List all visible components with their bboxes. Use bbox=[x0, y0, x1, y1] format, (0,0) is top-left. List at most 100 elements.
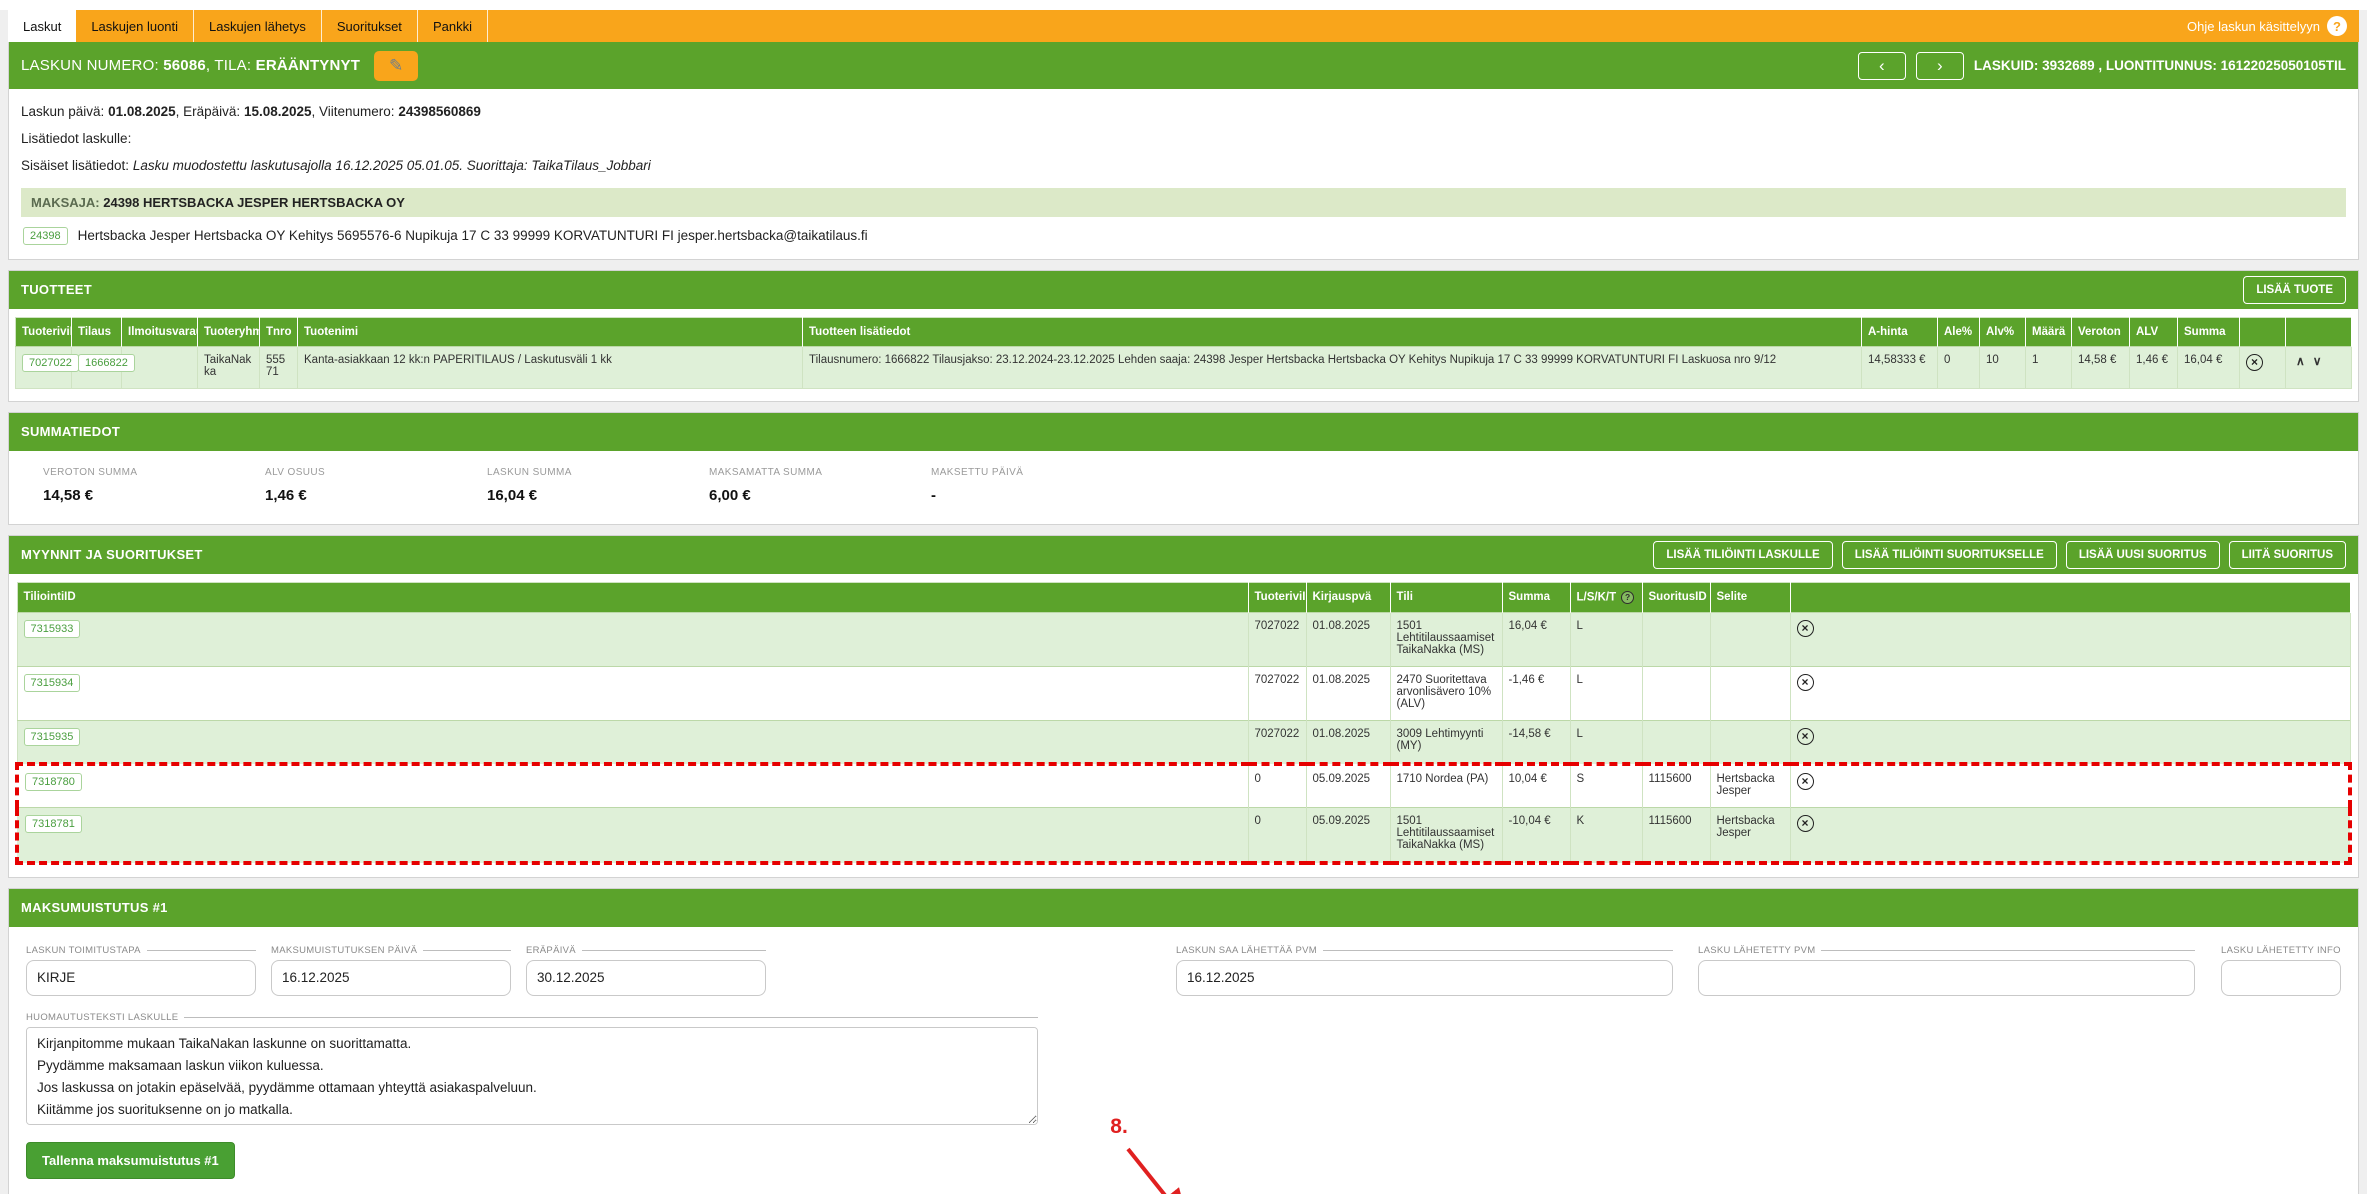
product-row: 7027022 1666822 TaikaNakka 55571 Kanta-asiak… bbox=[15, 345, 2352, 389]
save-reminder-button[interactable]: Tallenna maksumuistutus #1 bbox=[26, 1141, 235, 1179]
summary-item-laskun-summa: LASKUN SUMMA 16,04 € bbox=[487, 467, 709, 504]
product-name-cell: Kanta-asiakkaan 12 kk:n PAPERITILAUS / L… bbox=[297, 345, 803, 389]
invoice-number: 56086 bbox=[163, 57, 206, 74]
product-row-id-cell: 0 bbox=[1248, 761, 1307, 808]
edit-invoice-button[interactable]: ✎ bbox=[374, 50, 419, 81]
reminder-text-input[interactable]: Kirjanpitomme mukaan TaikaNakan laskunne… bbox=[26, 1026, 1038, 1125]
payer-row: 24398 Hertsbacka Jesper Hertsbacka OY Ke… bbox=[21, 217, 2346, 247]
laskun-toimitustapa-input[interactable] bbox=[26, 959, 256, 996]
sales-row: 7315935 7027022 01.08.2025 3009 Lehtimyynti… bbox=[17, 719, 2351, 764]
help-link-label: Ohje laskun käsittelyyn bbox=[2187, 18, 2320, 34]
payer-info: Hertsbacka Jesper Hertsbacka OY Kehitys … bbox=[77, 228, 868, 244]
unit-price-cell: 14,58333 € bbox=[1861, 345, 1938, 389]
sales-col-tili: Tili bbox=[1390, 582, 1503, 613]
previous-invoice-button[interactable]: ‹ bbox=[1857, 51, 1906, 80]
delete-sales-row-cell: × bbox=[1790, 665, 2351, 721]
summary-title: SUMMATIEDOT bbox=[21, 424, 121, 440]
lasku-l-hetetty-pvm-input[interactable] bbox=[1698, 959, 2195, 996]
maksumuistutuksen-p-iv-input[interactable] bbox=[271, 959, 511, 996]
order-id-badge[interactable]: 1666822 bbox=[78, 353, 135, 372]
payer-id-badge[interactable]: 24398 bbox=[23, 226, 68, 245]
payer-label: MAKSAJA: bbox=[31, 194, 104, 210]
field-er-p-iv: ERÄPÄIVÄ bbox=[526, 945, 766, 996]
product-row-id-badge[interactable]: 7027022 bbox=[22, 353, 79, 372]
accounting-id-badge[interactable]: 7315934 bbox=[23, 673, 81, 692]
delete-sales-row-cell: × bbox=[1790, 611, 2351, 667]
product-group-cell: TaikaNakka bbox=[197, 345, 260, 389]
entry-date-cell: 05.09.2025 bbox=[1306, 761, 1391, 808]
field-label-row: LASKU LÄHETETTY INFO bbox=[2221, 945, 2341, 956]
move-down-icon[interactable]: ∨ bbox=[2312, 353, 2322, 368]
products-table: TuoteriviIDTilausIlmoitusvarausTuoteryhm… bbox=[15, 316, 2352, 389]
account-cell: 3009 Lehtimyynti (MY) bbox=[1390, 719, 1503, 764]
field-label-row: LASKUN TOIMITUSTAPA bbox=[26, 945, 256, 956]
delete-row-icon[interactable]: × bbox=[1796, 814, 1814, 832]
payment-id-cell: 1115600 bbox=[1642, 761, 1711, 808]
lasku-l-hetetty-info-input[interactable] bbox=[2221, 959, 2341, 996]
lis-uusi-suoritus-button[interactable]: LISÄÄ UUSI SUORITUS bbox=[2065, 540, 2220, 569]
summary-item-label: MAKSETTU PÄIVÄ bbox=[931, 466, 1024, 478]
sales-row: 7315934 7027022 01.08.2025 2470 Suoritettav… bbox=[17, 665, 2351, 721]
sales-col-selite: Selite bbox=[1710, 582, 1791, 613]
field-laskun-toimitustapa: LASKUN TOIMITUSTAPA bbox=[26, 945, 256, 996]
help-link[interactable]: Ohje laskun käsittelyyn ? bbox=[2187, 10, 2359, 42]
product-extra-info-cell: Tilausnumero: 1666822 Tilausjakso: 23.12… bbox=[802, 345, 1862, 389]
sales-body: 7315933 7027022 01.08.2025 1501 Lehtitilaus… bbox=[15, 611, 2352, 865]
payment-id-cell bbox=[1642, 719, 1711, 764]
tab-pankki[interactable]: Pankki bbox=[418, 10, 488, 42]
lis-tili-inti-laskulle-button[interactable]: LISÄÄ TILIÖINTI LASKULLE bbox=[1653, 540, 1833, 569]
products-col-ilmoitusvaraus: Ilmoitusvaraus bbox=[121, 317, 198, 347]
amount-cell: -1,46 € bbox=[1502, 665, 1571, 721]
invoice-meta: LASKUID: 3932689 , LUONTITUNNUS: 1612202… bbox=[1973, 58, 2346, 73]
product-row-id-cell: 0 bbox=[1248, 806, 1307, 865]
summary-item-label: MAKSAMATTA SUMMA bbox=[709, 466, 823, 478]
products-title: TUOTTEET bbox=[21, 282, 93, 298]
accounting-id-badge[interactable]: 7318780 bbox=[25, 772, 82, 791]
reorder-cell: ∧ ∨ bbox=[2285, 345, 2352, 389]
sum-cell: 16,04 € bbox=[2177, 345, 2240, 389]
summary-item-value: 14,58 € bbox=[43, 486, 94, 504]
accounting-id-badge[interactable]: 7318781 bbox=[25, 814, 82, 833]
move-up-icon[interactable]: ∧ bbox=[2296, 353, 2305, 368]
delete-row-icon[interactable]: × bbox=[1796, 619, 1814, 637]
accounting-id-badge[interactable]: 7315935 bbox=[23, 727, 81, 746]
summary-item-maksamatta-summa: MAKSAMATTA SUMMA 6,00 € bbox=[709, 467, 931, 504]
products-col-blank bbox=[2285, 317, 2352, 347]
lskt-cell: L bbox=[1570, 719, 1643, 764]
help-icon[interactable]: ? bbox=[2327, 16, 2347, 36]
liit-suoritus-button[interactable]: LIITÄ SUORITUS bbox=[2228, 540, 2346, 569]
tab-laskujen-l-hetys[interactable]: Laskujen lähetys bbox=[194, 10, 322, 42]
due-date-label: , Eräpäivä: bbox=[175, 104, 244, 119]
lskt-help-icon[interactable]: ? bbox=[1621, 590, 1635, 604]
field-lasku-l-hetetty-info: LASKU LÄHETETTY INFO bbox=[2221, 945, 2341, 996]
reminder-card: MAKSUMUISTUTUS #1 LASKUN TOIMITUSTAPA MAK… bbox=[8, 887, 2359, 1194]
description-cell bbox=[1710, 665, 1791, 721]
delete-row-icon[interactable]: × bbox=[1796, 727, 1814, 745]
laskun-saa-l-hett-pvm-input[interactable] bbox=[1176, 959, 1673, 996]
er-p-iv-input[interactable] bbox=[526, 959, 766, 996]
internal-info-label: Sisäiset lisätiedot: bbox=[21, 158, 133, 174]
accounting-id-badge[interactable]: 7315933 bbox=[23, 619, 81, 638]
label-rule bbox=[1323, 949, 1673, 951]
products-col-tilaus: Tilaus bbox=[71, 317, 122, 347]
sales-col-kirjauspv: Kirjauspvä bbox=[1306, 582, 1391, 613]
tab-laskut[interactable]: Laskut bbox=[8, 10, 77, 42]
summary-item-label: VEROTON SUMMA bbox=[43, 466, 138, 478]
delete-row-icon[interactable]: × bbox=[1796, 772, 1814, 790]
invoice-header: LASKUN NUMERO: 56086, TILA: ERÄÄNTYNYT ✎… bbox=[9, 42, 2358, 89]
description-cell: Hertsbacka Jesper bbox=[1710, 806, 1791, 865]
add-product-button[interactable]: LISÄÄ TUOTE bbox=[2243, 275, 2346, 304]
next-invoice-button[interactable]: › bbox=[1915, 51, 1964, 80]
invoice-number-label: LASKUN NUMERO: bbox=[21, 57, 164, 74]
tab-suoritukset[interactable]: Suoritukset bbox=[322, 10, 418, 42]
delete-sales-row-cell: × bbox=[1790, 761, 2352, 808]
tab-laskujen-luonti[interactable]: Laskujen luonti bbox=[76, 10, 195, 42]
accounting-id-cell: 7318780 bbox=[15, 761, 1249, 808]
reminder-text-label: HUOMAUTUSTEKSTI LASKULLE bbox=[26, 1011, 179, 1023]
invoice-title: LASKUN NUMERO: 56086, TILA: ERÄÄNTYNYT bbox=[21, 57, 360, 74]
delete-row-icon[interactable]: × bbox=[2246, 353, 2263, 371]
lis-tili-inti-suoritukselle-button[interactable]: LISÄÄ TILIÖINTI SUORITUKSELLE bbox=[1841, 540, 2057, 569]
delete-row-icon[interactable]: × bbox=[1796, 673, 1814, 691]
products-col-veroton: Veroton bbox=[2071, 317, 2130, 347]
sales-col-summa: Summa bbox=[1502, 582, 1571, 613]
